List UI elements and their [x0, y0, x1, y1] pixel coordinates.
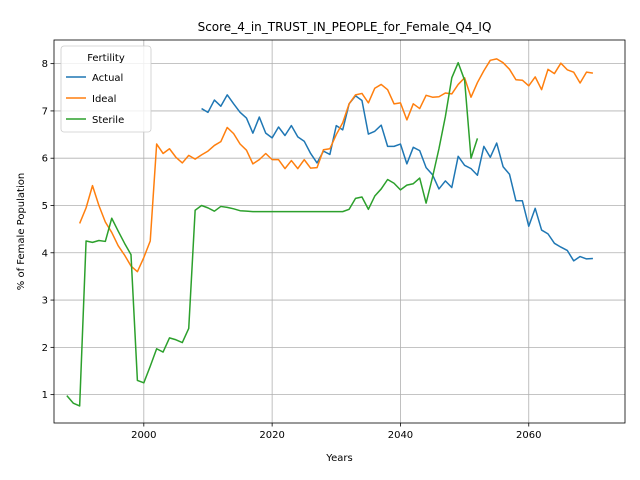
y-tick-label: 4 — [42, 248, 48, 259]
chart-title: Score_4_in_TRUST_IN_PEOPLE_for_Female_Q4… — [198, 20, 492, 34]
legend-label-sterile: Sterile — [92, 115, 124, 126]
y-tick-label: 1 — [42, 390, 48, 401]
x-tick-label: 2040 — [388, 430, 413, 441]
x-axis-ticks: 2000 2020 2040 2060 — [131, 423, 541, 441]
y-tick-label: 2 — [42, 343, 48, 354]
y-tick-label: 8 — [42, 59, 48, 70]
x-tick-label: 2000 — [131, 430, 156, 441]
legend-title: Fertility — [87, 53, 125, 64]
series-line-ideal — [78, 58, 594, 273]
series-line-actual — [201, 94, 593, 262]
y-tick-label: 7 — [42, 106, 48, 117]
legend-box — [60, 45, 152, 133]
legend-label-actual: Actual — [92, 73, 123, 84]
y-tick-label: 3 — [42, 296, 48, 307]
y-axis-label: % of Female Population — [16, 173, 27, 290]
x-tick-label: 2060 — [516, 430, 541, 441]
series-lines — [66, 58, 594, 407]
y-tick-label: 6 — [42, 154, 48, 165]
y-axis-ticks: 1 2 3 4 5 6 7 8 — [42, 59, 54, 401]
series-line-sterile — [66, 61, 479, 407]
plot-frame — [53, 39, 626, 424]
legend: Fertility Actual Ideal Sterile — [60, 45, 152, 133]
x-tick-label: 2020 — [259, 430, 284, 441]
y-tick-label: 5 — [42, 201, 48, 212]
x-axis-label: Years — [325, 453, 352, 464]
legend-label-ideal: Ideal — [92, 94, 116, 105]
